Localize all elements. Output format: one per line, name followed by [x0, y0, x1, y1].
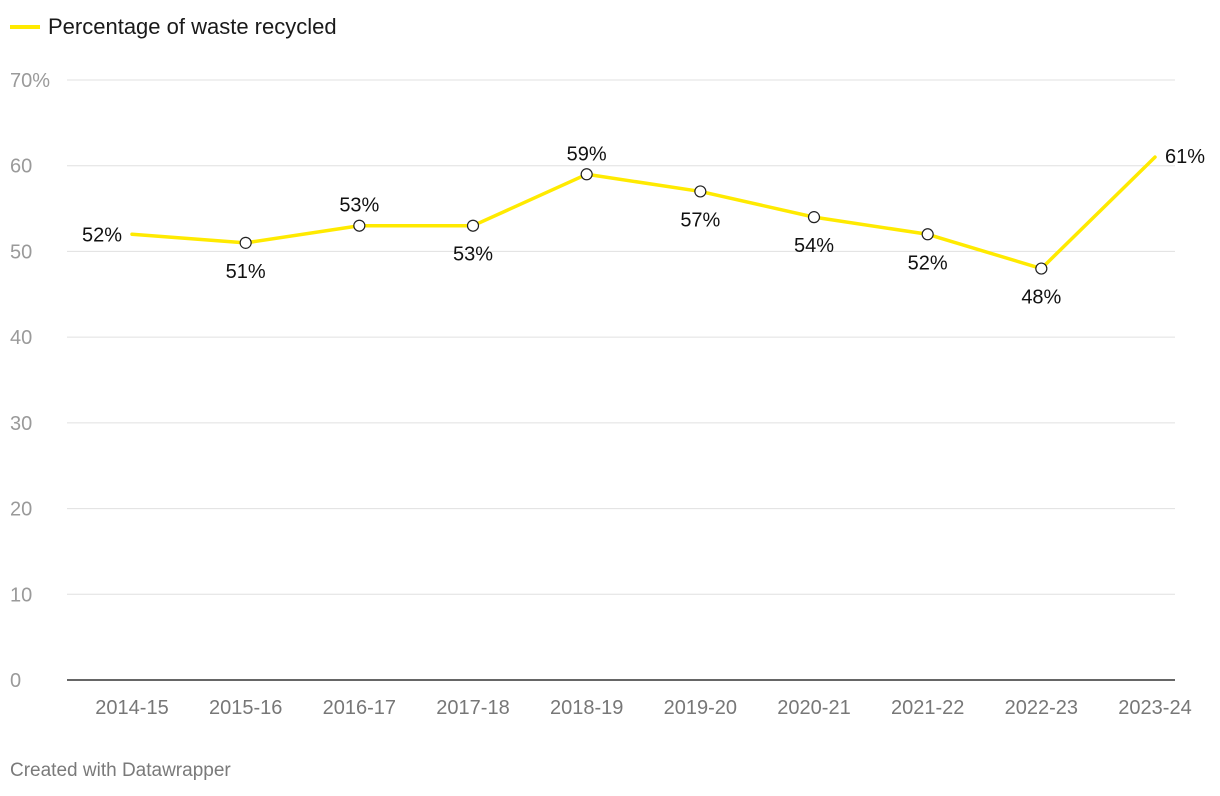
y-tick-label: 0	[10, 670, 21, 692]
y-tick-label: 60	[10, 156, 32, 178]
footer-credit: Created with Datawrapper	[10, 760, 231, 781]
y-tick-label: 70%	[10, 70, 50, 92]
y-tick-label: 40	[10, 327, 32, 349]
x-tick-label: 2017-18	[436, 697, 509, 719]
x-tick-label: 2020-21	[777, 697, 850, 719]
data-label: 61%	[1165, 146, 1205, 168]
data-label: 54%	[794, 235, 834, 257]
legend-label: Percentage of waste recycled	[48, 14, 337, 39]
data-label: 53%	[339, 195, 379, 217]
data-point-marker	[807, 211, 821, 224]
data-point-marker	[466, 219, 480, 232]
data-label: 57%	[680, 209, 720, 231]
y-tick-label: 20	[10, 499, 32, 521]
x-tick-label: 2019-20	[664, 697, 737, 719]
legend-swatch	[10, 25, 40, 29]
legend: Percentage of waste recycled	[10, 12, 337, 42]
x-tick-label: 2016-17	[323, 697, 396, 719]
data-point-marker	[694, 185, 707, 198]
y-tick-label: 50	[10, 241, 32, 263]
y-tick-label: 10	[10, 584, 32, 606]
y-tick-label: 30	[10, 413, 32, 435]
data-point-marker	[580, 168, 593, 181]
data-point-marker	[239, 236, 252, 249]
x-tick-label: 2021-22	[891, 697, 964, 719]
data-label: 52%	[82, 224, 122, 246]
data-label: 51%	[226, 261, 266, 283]
x-tick-label: 2014-15	[95, 697, 168, 719]
data-label: 53%	[453, 244, 493, 266]
data-point-marker	[921, 228, 934, 241]
x-tick-label: 2015-16	[209, 697, 282, 719]
data-label: 48%	[1021, 287, 1061, 309]
data-label: 59%	[567, 143, 607, 165]
data-label: 52%	[908, 252, 948, 274]
line-chart: 0 10 20 30 40 50 60 70% 2014-15 2015-16 2016-17 201…	[10, 70, 1205, 719]
x-tick-label: 2023-24	[1118, 697, 1191, 719]
data-point-marker	[1035, 262, 1048, 275]
x-tick-label: 2018-19	[550, 697, 623, 719]
x-tick-label: 2022-23	[1005, 697, 1078, 719]
series-line	[130, 155, 1157, 271]
data-point-marker	[353, 219, 366, 232]
